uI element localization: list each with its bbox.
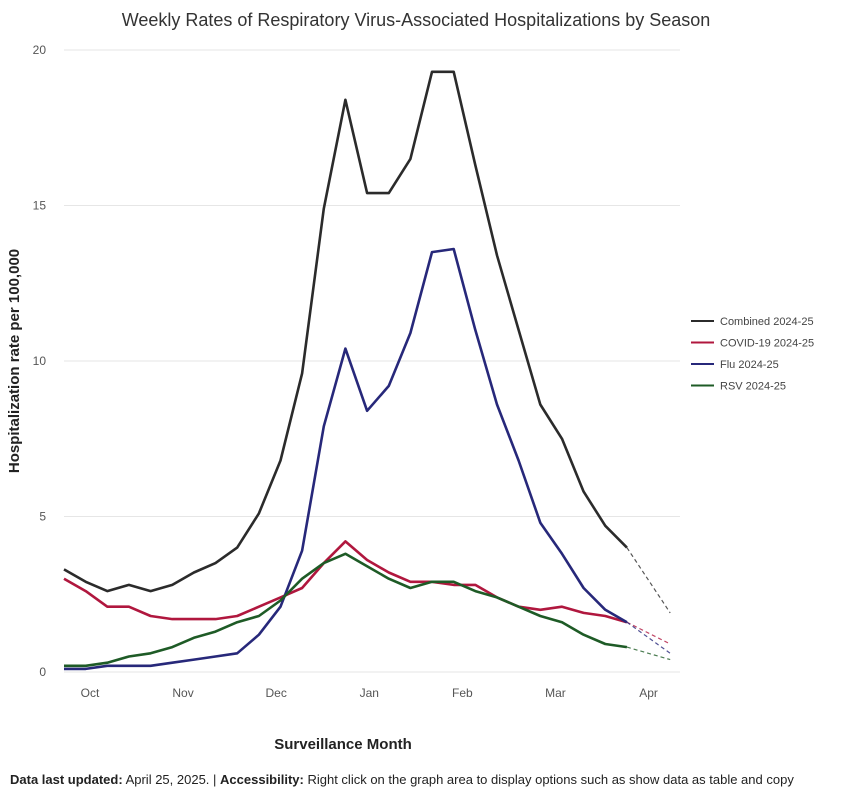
legend-label: Flu 2024-25: [720, 359, 779, 371]
x-tick-label: Dec: [265, 686, 286, 700]
legend-item[interactable]: RSV 2024-25: [691, 381, 786, 393]
y-tick-label: 15: [33, 199, 47, 213]
legend-label: Combined 2024-25: [720, 316, 814, 328]
series-projection-2: [626, 621, 671, 654]
series-line-3[interactable]: [64, 552, 628, 668]
accessibility-text: Right click on the graph area to display…: [303, 772, 794, 787]
y-axis-label: Hospitalization rate per 100,000: [6, 249, 23, 473]
updated-value: April 25, 2025. |: [122, 772, 221, 787]
legend[interactable]: Combined 2024-25 COVID-19 2024-25 Flu 2024…: [691, 316, 814, 393]
series-line-1[interactable]: [63, 540, 628, 624]
legend-item[interactable]: Combined 2024-25: [691, 316, 814, 328]
x-tick-label: Oct: [81, 686, 100, 700]
x-tick-label: Nov: [172, 686, 193, 700]
x-axis-label: Surveillance Month: [274, 736, 412, 753]
chart-title: Weekly Rates of Respiratory Virus-Associ…: [122, 10, 711, 30]
legend-label: RSV 2024-25: [720, 381, 786, 393]
accessibility-label: Accessibility:: [220, 772, 304, 787]
x-tick-label: Apr: [639, 686, 658, 700]
y-tick-label: 20: [33, 43, 47, 57]
footer-note: Data last updated: April 25, 2025. | Acc…: [10, 772, 794, 787]
series-line-2[interactable]: [64, 247, 628, 671]
series-lines[interactable]: [63, 70, 671, 671]
series-projection-3: [626, 646, 671, 661]
x-tick-label: Mar: [545, 686, 566, 700]
x-tick-label: Jan: [360, 686, 379, 700]
chart[interactable]: Weekly Rates of Respiratory Virus-Associ…: [0, 0, 842, 770]
legend-label: COVID-19 2024-25: [720, 338, 814, 350]
y-tick-label: 0: [39, 665, 46, 679]
updated-label: Data last updated:: [10, 772, 123, 787]
gridlines: [64, 49, 680, 673]
y-tick-label: 5: [39, 510, 46, 524]
legend-item[interactable]: COVID-19 2024-25: [691, 338, 814, 350]
series-line-0[interactable]: [63, 70, 628, 593]
x-axis-ticks: Oct Nov Dec Jan Feb Mar Apr: [81, 686, 658, 700]
y-axis-ticks: 0 5 10 15 20: [33, 43, 47, 679]
series-projection-0: [626, 547, 671, 614]
series-projection-1: [626, 621, 671, 645]
legend-item[interactable]: Flu 2024-25: [691, 359, 779, 371]
y-tick-label: 10: [33, 354, 47, 368]
x-tick-label: Feb: [452, 686, 473, 700]
